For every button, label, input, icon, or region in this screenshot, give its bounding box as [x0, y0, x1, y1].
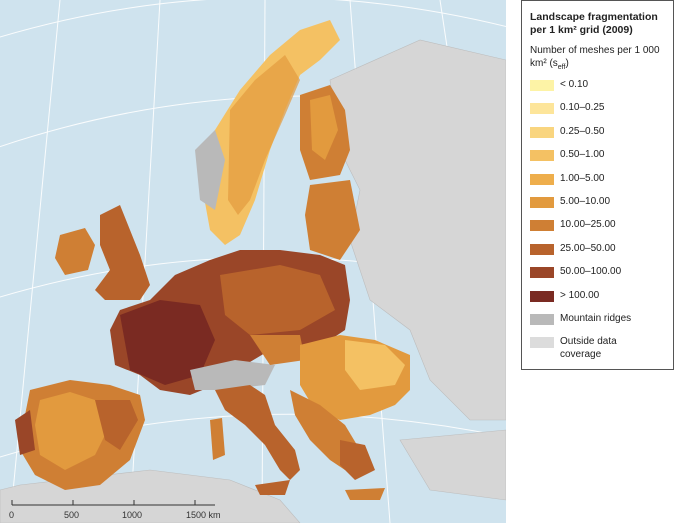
scale-tick-500: 500 — [64, 510, 79, 520]
legend-swatch — [530, 313, 554, 325]
map-panel[interactable]: 0 500 1000 1500 km — [0, 0, 506, 523]
scale-tick-0: 0 — [9, 510, 14, 520]
map-svg: 0 500 1000 1500 km — [0, 0, 506, 523]
legend-swatch — [530, 196, 554, 208]
italy — [210, 385, 300, 495]
scandinavia — [195, 20, 350, 245]
legend-label: Outside data coverage — [560, 336, 617, 361]
legend-swatch — [530, 267, 554, 279]
great-britain — [95, 205, 150, 300]
legend-label: 10.00–25.00 — [560, 219, 616, 231]
legend-swatch — [530, 290, 554, 302]
legend-subtitle-text: Number of meshes per 1 000 km² (s — [530, 45, 660, 69]
southeast-europe — [290, 335, 410, 500]
legend-subtitle-sub: eff — [557, 64, 566, 71]
legend: Landscape fragmentation per 1 km² grid (… — [521, 0, 674, 370]
legend-swatch — [530, 80, 554, 91]
legend-swatch — [530, 103, 554, 115]
legend-item: > 100.00 — [530, 289, 666, 312]
legend-label: 0.50–1.00 — [560, 149, 605, 161]
legend-item: Mountain ridges — [530, 312, 666, 335]
ireland — [55, 228, 95, 275]
legend-item: 0.10–0.25 — [530, 101, 666, 124]
legend-item: 0.25–0.50 — [530, 125, 666, 148]
legend-label: 25.00–50.00 — [560, 242, 616, 254]
legend-label: 5.00–10.00 — [560, 195, 611, 207]
scale-tick-1500: 1500 km — [186, 510, 221, 520]
outside-coverage-land — [0, 39, 506, 523]
legend-swatch — [530, 243, 554, 255]
legend-item: 0.50–1.00 — [530, 148, 666, 171]
legend-item: 1.00–5.00 — [530, 172, 666, 195]
legend-subtitle-end: ) — [565, 58, 569, 69]
legend-title: Landscape fragmentation per 1 km² grid (… — [530, 11, 658, 36]
legend-rows: < 0.10 0.10–0.25 0.25–0.50 0.50–1.00 1.00–5.… — [530, 78, 666, 361]
legend-label: 0.25–0.50 — [560, 125, 605, 137]
legend-swatch — [530, 173, 554, 185]
legend-subtitle: Number of meshes per 1 000 km² (seff) — [530, 44, 666, 74]
continental-europe — [110, 250, 350, 395]
legend-label: > 100.00 — [560, 289, 600, 301]
legend-item: 10.00–25.00 — [530, 218, 666, 241]
legend-item: Outside data coverage — [530, 335, 666, 361]
legend-swatch — [530, 220, 554, 232]
legend-label: 0.10–0.25 — [560, 102, 605, 114]
legend-swatch — [530, 337, 554, 349]
legend-item: < 0.10 — [530, 78, 666, 101]
legend-label: < 0.10 — [560, 79, 589, 90]
scale-bar: 0 500 1000 1500 km — [9, 500, 221, 520]
legend-item: 50.00–100.00 — [530, 265, 666, 288]
baltics — [305, 180, 360, 260]
legend-label: 1.00–5.00 — [560, 172, 605, 184]
legend-label: Mountain ridges — [560, 312, 632, 324]
iberia — [15, 380, 145, 490]
legend-swatch — [530, 126, 554, 138]
scale-tick-1000: 1000 — [122, 510, 142, 520]
legend-swatch — [530, 150, 554, 162]
legend-label: 50.00–100.00 — [560, 266, 622, 278]
legend-item: 5.00–10.00 — [530, 195, 666, 218]
legend-item: 25.00–50.00 — [530, 242, 666, 265]
